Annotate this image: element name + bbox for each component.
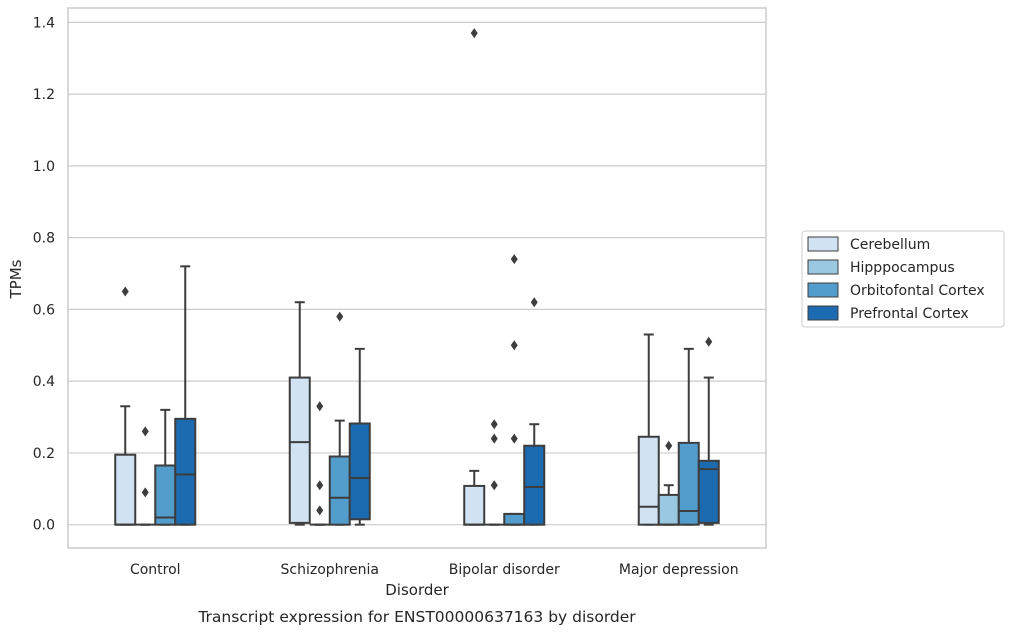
legend-swatch [807, 259, 839, 275]
box-iqr [288, 376, 311, 524]
x-axis-label: Disorder [385, 581, 449, 599]
outlier-point [316, 401, 324, 412]
box-groups [114, 28, 720, 526]
legend-swatch [807, 305, 839, 321]
outlier-point [316, 480, 324, 491]
box-iqr [174, 417, 197, 526]
x-tick-label: Major depression [619, 562, 739, 578]
box-plot [348, 347, 371, 526]
y-axis-label: TPMs [7, 259, 25, 299]
y-tick-label: 1.4 [33, 15, 55, 31]
outlier-point [121, 286, 129, 297]
box-plot [677, 347, 700, 526]
outlier-point [530, 297, 538, 308]
legend-swatch [807, 282, 839, 298]
box-plot [463, 28, 486, 526]
box-plot [637, 333, 660, 526]
outlier-point [336, 311, 344, 322]
y-tick-label: 0.6 [33, 302, 55, 318]
box-plot [484, 419, 505, 526]
legend-label: Prefrontal Cortex [850, 306, 969, 322]
box-iqr [154, 464, 177, 526]
y-tick-label: 0.0 [33, 518, 55, 534]
outlier-point [490, 480, 498, 491]
legend-label: Hipppocampus [850, 260, 955, 276]
x-tick-label: Schizophrenia [281, 562, 379, 578]
box-plot [697, 336, 720, 526]
x-tick-label: Bipolar disorder [449, 562, 560, 578]
box-iqr [114, 453, 137, 526]
outlier-point [510, 433, 518, 444]
box-iqr [523, 444, 546, 526]
y-tick-label: 0.4 [33, 374, 55, 390]
box-iqr [503, 512, 526, 526]
outlier-point [665, 440, 673, 451]
box-iqr [348, 422, 371, 521]
legend-frame [801, 230, 1005, 328]
y-tick-label: 1.0 [33, 159, 55, 175]
y-tick-labels: 0.0 0.2 0.4 0.6 0.8 1.0 1.2 1.4 [33, 15, 55, 533]
outlier-point [705, 336, 713, 347]
box-plot [523, 297, 546, 526]
box-iqr [697, 459, 720, 524]
box-iqr [637, 435, 660, 526]
legend-label: Cerebellum [850, 237, 930, 253]
box-iqr [677, 441, 700, 526]
box-plot [135, 426, 156, 526]
x-tick-labels: Control Schizophrenia Bipolar disorder Majo… [130, 562, 739, 578]
outlier-point [141, 487, 149, 498]
y-tick-label: 0.2 [33, 446, 55, 462]
outlier-point [510, 254, 518, 265]
box-iqr [463, 484, 486, 526]
box-plot [114, 286, 137, 526]
legend-label: Orbitofontal Cortex [850, 283, 985, 299]
outlier-point [470, 28, 478, 39]
box-iqr [328, 455, 351, 526]
legend: Cerebellum Hipppocampus Orbitofontal Corte… [801, 230, 1005, 328]
plot-frame [67, 7, 767, 549]
figure-caption: Transcript expression for ENST0000063716… [197, 608, 636, 626]
y-tick-label: 0.8 [33, 231, 55, 247]
outlier-point [316, 505, 324, 516]
box-plot [288, 301, 311, 526]
box-plot [309, 401, 330, 526]
outlier-point [490, 419, 498, 430]
x-tick-label: Control [130, 562, 181, 578]
y-tick-label: 1.2 [33, 87, 55, 103]
outlier-point [510, 340, 518, 351]
outlier-point [141, 426, 149, 437]
box-plot [154, 408, 177, 526]
legend-swatch [807, 236, 839, 252]
box-iqr [657, 493, 680, 526]
outlier-point [490, 433, 498, 444]
box-plot [174, 265, 197, 526]
